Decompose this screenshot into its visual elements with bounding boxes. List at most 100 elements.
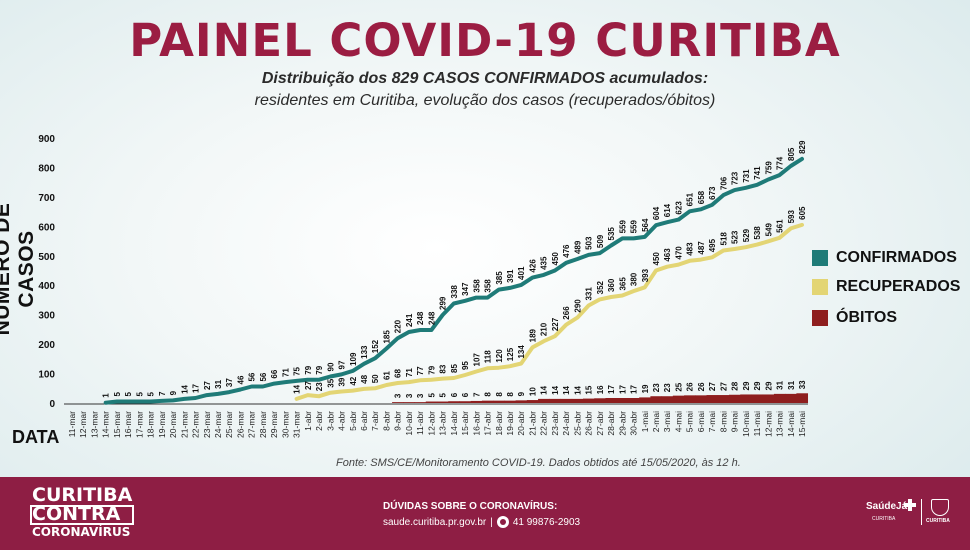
x-tick-label: 28-abr	[606, 411, 616, 436]
x-tick-label: 25-mar	[224, 411, 234, 438]
obitos-bar	[740, 394, 752, 403]
obitos-bar	[392, 402, 404, 403]
obitos-data-label: 26	[697, 382, 706, 391]
obitos-data-label: 29	[764, 381, 773, 390]
confirmados-data-label: 90	[326, 362, 335, 371]
obitos-data-label: 23	[652, 383, 661, 392]
confirmados-data-label: 97	[338, 360, 347, 369]
x-tick-label: 26-abr	[584, 411, 594, 436]
recuperados-data-label: 518	[719, 232, 728, 246]
obitos-bar	[549, 398, 561, 403]
city-logo-text: CURITIBA	[926, 518, 950, 524]
confirmados-data-label: 759	[764, 161, 773, 175]
confirmados-data-label: 651	[686, 192, 695, 206]
obitos-bar	[538, 398, 550, 403]
confirmados-data-label: 5	[135, 392, 144, 397]
obitos-data-label: 8	[506, 392, 515, 397]
brand-curitiba: CURITIBA	[32, 484, 133, 506]
x-tick-label: 16-mar	[123, 411, 133, 438]
x-tick-label: 23-mar	[202, 411, 212, 438]
x-tick-label: 18-abr	[494, 411, 504, 436]
confirmados-data-label: 559	[630, 220, 639, 234]
confirmados-data-label: 248	[427, 311, 436, 325]
obitos-bar	[785, 393, 797, 403]
chart-subtitle: Distribuição dos 829 CASOS CONFIRMADOS a…	[261, 70, 709, 87]
obitos-data-label: 28	[731, 381, 740, 390]
confirmados-data-label: 66	[270, 369, 279, 378]
recuperados-data-label: 85	[450, 364, 459, 373]
recuperados-data-label: 14	[293, 384, 302, 393]
x-tick-label: 30-mar	[280, 411, 290, 438]
x-tick-label: 13-abr	[438, 411, 448, 436]
recuperados-data-label: 266	[562, 306, 571, 320]
obitos-data-label: 8	[495, 392, 504, 397]
x-tick-label: 4-mai	[673, 411, 683, 432]
legend-label-obitos: ÓBITOS	[836, 309, 898, 326]
x-tick-label: 28-mar	[258, 411, 268, 438]
obitos-bar	[616, 397, 629, 403]
x-tick-label: 11-abr	[415, 411, 425, 435]
x-tick-label: 10-abr	[404, 411, 414, 436]
legend-label-confirmados: CONFIRMADOS	[836, 249, 957, 266]
confirmados-data-label: 623	[674, 201, 683, 215]
obitos-data-label: 15	[585, 385, 594, 394]
recuperados-data-label: 290	[573, 299, 582, 313]
recuperados-data-label: 495	[708, 238, 717, 252]
obitos-bar	[448, 401, 460, 403]
obitos-bar	[639, 397, 651, 403]
confirmados-data-label: 401	[517, 266, 526, 280]
obitos-data-label: 33	[798, 380, 807, 389]
recuperados-data-label: 470	[674, 246, 683, 260]
confirmados-data-label: 79	[315, 365, 324, 374]
cross-icon	[904, 499, 916, 511]
legend-swatch-obitos	[812, 310, 828, 326]
obitos-data-label: 17	[618, 385, 627, 394]
confirmados-data-label: 14	[180, 384, 189, 393]
obitos-bar	[459, 401, 472, 403]
recuperados-data-label: 48	[360, 374, 369, 383]
recuperados-data-label: 450	[652, 252, 661, 266]
x-tick-label: 10-mai	[741, 411, 751, 437]
x-tick-label: 5-abr	[348, 411, 358, 431]
confirmados-data-label: 489	[573, 240, 582, 254]
x-tick-label: 27-mar	[247, 411, 257, 438]
recuperados-line	[294, 222, 804, 401]
x-tick-label: 15-mar	[112, 411, 122, 438]
obitos-data-label: 29	[753, 381, 762, 390]
x-tick-label: 9-mai	[730, 411, 740, 432]
x-tick-label: 4-abr	[337, 411, 347, 431]
recuperados-data-label: 125	[506, 347, 515, 361]
recuperados-data-label: 120	[495, 349, 504, 363]
recuperados-data-label: 134	[517, 345, 526, 359]
obitos-bar	[425, 401, 438, 403]
site-link[interactable]: saude.curitiba.pr.gov.br	[383, 516, 487, 528]
recuperados-data-label: 561	[776, 219, 785, 233]
confirmados-data-label: 564	[641, 218, 650, 232]
x-tick-label: 14-mai	[786, 411, 796, 437]
recuperados-data-label: 71	[405, 368, 414, 377]
x-tick-label: 15-abr	[460, 411, 470, 436]
obitos-bar	[414, 402, 427, 403]
faq-contact: saude.curitiba.pr.gov.br | 41 99876-2903	[383, 516, 580, 528]
brand-contra: CONTRA	[32, 503, 121, 525]
confirmados-data-label: 731	[742, 169, 751, 183]
obitos-data-label: 31	[787, 380, 796, 389]
recuperados-data-label: 593	[787, 209, 796, 223]
recuperados-data-label: 210	[540, 322, 549, 336]
recuperados-data-label: 529	[742, 228, 751, 242]
x-tick-label: 26-mar	[235, 411, 245, 438]
x-tick-label: 17-mar	[134, 411, 144, 438]
obitos-data-label: 14	[551, 385, 560, 394]
x-tick-label: 17-abr	[483, 411, 493, 436]
x-tick-label: 14-mar	[101, 411, 111, 438]
recuperados-data-label: 39	[338, 377, 347, 386]
obitos-bar	[571, 398, 584, 403]
recuperados-data-label: 189	[528, 328, 537, 342]
obitos-bar	[560, 398, 573, 403]
recuperados-data-label: 118	[484, 350, 493, 363]
confirmados-data-label: 46	[236, 375, 245, 384]
confirmados-data-label: 37	[225, 378, 234, 387]
confirmados-data-label: 503	[585, 236, 594, 250]
confirmados-data-label: 248	[416, 311, 425, 325]
x-tick-label: 14-abr	[449, 411, 459, 436]
